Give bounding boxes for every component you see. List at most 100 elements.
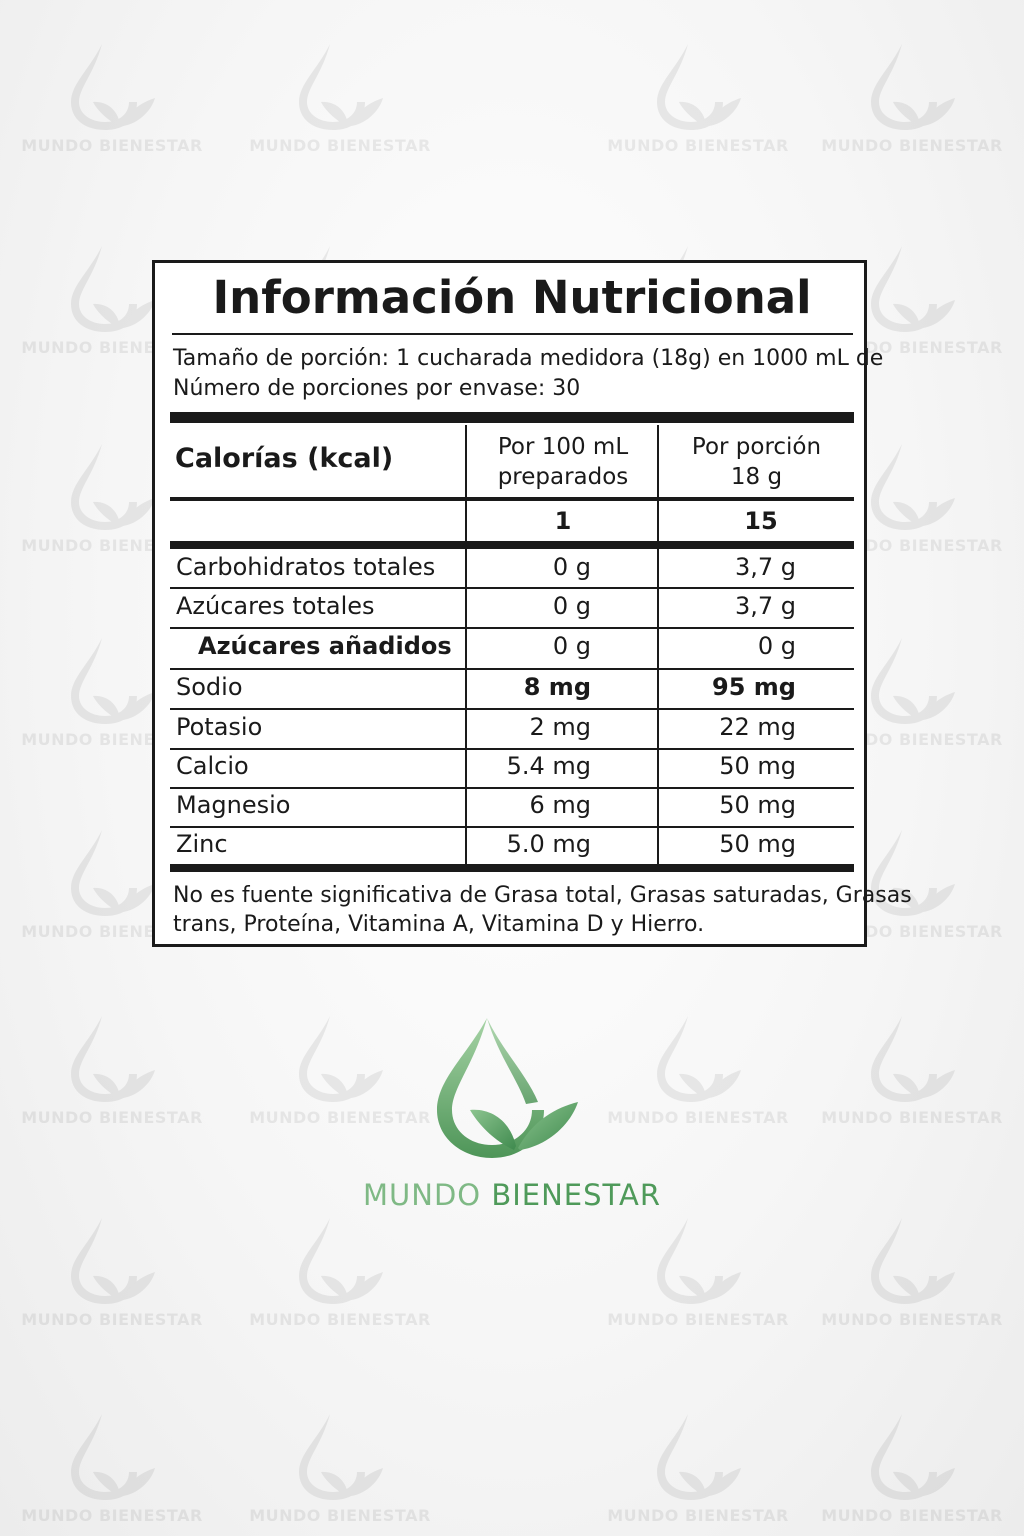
drop-with-leaves-icon	[71, 44, 155, 130]
drop-with-leaves-icon	[871, 1218, 955, 1304]
value-per100: 8 mg	[523, 673, 591, 701]
footnote-line-1: No es fuente significativa de Grasa tota…	[173, 883, 912, 908]
value-perserving: 50 mg	[719, 830, 796, 858]
value-per100: 2 mg	[529, 713, 591, 741]
drop-with-leaves-icon	[299, 44, 383, 130]
brand-name: MUNDO BIENESTAR	[0, 1178, 1024, 1212]
drop-with-leaves-icon	[871, 444, 955, 530]
column-line	[657, 425, 659, 865]
watermark-text: MUNDO BIENESTAR	[821, 1310, 1003, 1329]
watermark-text: MUNDO BIENESTAR	[821, 136, 1003, 155]
drop-with-leaves-icon	[437, 1018, 578, 1158]
nutrient-label: Zinc	[176, 830, 228, 858]
watermark-text: MUNDO BIENESTAR	[607, 136, 789, 155]
row-divider	[170, 668, 854, 670]
drop-with-leaves-icon	[871, 1016, 955, 1102]
col-per100-header: Por 100 mL preparados	[497, 434, 629, 490]
watermark: MUNDO BIENESTAR	[240, 1410, 440, 1525]
watermark: MUNDO BIENESTAR	[812, 40, 1012, 155]
watermark: MUNDO BIENESTAR	[598, 40, 798, 155]
drop-with-leaves-icon	[871, 830, 955, 916]
drop-with-leaves-icon	[299, 1016, 383, 1102]
watermark: MUNDO BIENESTAR	[812, 1214, 1012, 1329]
value-per100: 6 mg	[529, 791, 591, 819]
row-divider	[170, 826, 854, 828]
drop-with-leaves-icon	[299, 1218, 383, 1304]
watermark-text: MUNDO BIENESTAR	[821, 1108, 1003, 1127]
drop-with-leaves-icon	[657, 1414, 741, 1500]
nutrient-label: Azúcares añadidos	[198, 632, 452, 660]
drop-with-leaves-icon	[871, 246, 955, 332]
value-perserving: 0 g	[757, 632, 796, 660]
value-perserving: 3,7 g	[734, 592, 796, 620]
drop-with-leaves-icon	[71, 1016, 155, 1102]
drop-with-leaves-icon	[657, 1218, 741, 1304]
value-per100: 5.4 mg	[506, 752, 591, 780]
watermark-text: MUNDO BIENESTAR	[21, 1310, 203, 1329]
brand-name-part2: BIENESTAR	[491, 1178, 661, 1212]
drop-with-leaves-icon	[71, 246, 155, 332]
value-perserving: 22 mg	[719, 713, 796, 741]
drop-with-leaves-icon	[71, 638, 155, 724]
watermark: MUNDO BIENESTAR	[812, 1410, 1012, 1525]
row-divider	[170, 627, 854, 629]
watermark: MUNDO BIENESTAR	[598, 1012, 798, 1127]
watermark-text: MUNDO BIENESTAR	[249, 1108, 431, 1127]
drop-with-leaves-icon	[71, 1218, 155, 1304]
watermark: MUNDO BIENESTAR	[12, 1410, 212, 1525]
servings-per-container: Número de porciones por envase: 30	[173, 376, 581, 401]
footnote-line-2: trans, Proteína, Vitamina A, Vitamina D …	[173, 912, 705, 937]
watermark: MUNDO BIENESTAR	[240, 1012, 440, 1127]
watermark-text: MUNDO BIENESTAR	[607, 1506, 789, 1525]
drop-with-leaves-icon	[871, 638, 955, 724]
serving-size: Tamaño de porción: 1 cucharada medidora …	[173, 346, 884, 371]
calories-perserving: 15	[744, 507, 778, 535]
value-perserving: 95 mg	[712, 673, 796, 701]
watermark-text: MUNDO BIENESTAR	[821, 1506, 1003, 1525]
panel-title: Información Nutricional	[212, 271, 812, 324]
brand-name-part1: MUNDO	[363, 1178, 492, 1212]
drop-with-leaves-icon	[71, 1414, 155, 1500]
watermark-text: MUNDO BIENESTAR	[21, 1108, 203, 1127]
thick-divider	[170, 541, 854, 549]
nutrient-label: Calcio	[176, 752, 249, 780]
value-per100: 0 g	[552, 632, 591, 660]
value-per100: 0 g	[552, 592, 591, 620]
col-perserving-header: Por porción 18 g	[691, 434, 822, 490]
column-line	[465, 425, 467, 865]
watermark-text: MUNDO BIENESTAR	[607, 1108, 789, 1127]
drop-with-leaves-icon	[657, 1016, 741, 1102]
value-perserving: 50 mg	[719, 791, 796, 819]
calories-label: Calorías (kcal)	[175, 443, 394, 474]
nutrient-label: Potasio	[176, 713, 263, 741]
watermark-text: MUNDO BIENESTAR	[249, 1506, 431, 1525]
drop-with-leaves-icon	[71, 830, 155, 916]
drop-with-leaves-icon	[871, 1414, 955, 1500]
nutrient-label: Carbohidratos totales	[176, 553, 436, 581]
row-divider	[170, 587, 854, 589]
watermark-text: MUNDO BIENESTAR	[21, 136, 203, 155]
brand-logo	[0, 1010, 1024, 1164]
nutrition-panel	[152, 260, 867, 947]
watermark: MUNDO BIENESTAR	[598, 1214, 798, 1329]
watermark: MUNDO BIENESTAR	[240, 40, 440, 155]
drop-with-leaves-icon	[299, 1414, 383, 1500]
watermark: MUNDO BIENESTAR	[812, 1012, 1012, 1127]
nutrient-label: Azúcares totales	[176, 592, 375, 620]
watermark-text: MUNDO BIENESTAR	[21, 1506, 203, 1525]
value-per100: 0 g	[552, 553, 591, 581]
watermark: MUNDO BIENESTAR	[12, 40, 212, 155]
value-perserving: 50 mg	[719, 752, 796, 780]
drop-with-leaves-icon	[71, 444, 155, 530]
drop-with-leaves-icon	[657, 44, 741, 130]
calories-per100: 1	[554, 507, 572, 535]
drop-with-leaves-icon	[871, 44, 955, 130]
divider	[170, 497, 854, 501]
row-divider	[170, 787, 854, 789]
watermark: MUNDO BIENESTAR	[12, 1214, 212, 1329]
nutrient-label: Sodio	[176, 673, 243, 701]
value-perserving: 3,7 g	[734, 553, 796, 581]
row-divider	[170, 708, 854, 710]
row-divider	[170, 748, 854, 750]
watermark-text: MUNDO BIENESTAR	[607, 1310, 789, 1329]
